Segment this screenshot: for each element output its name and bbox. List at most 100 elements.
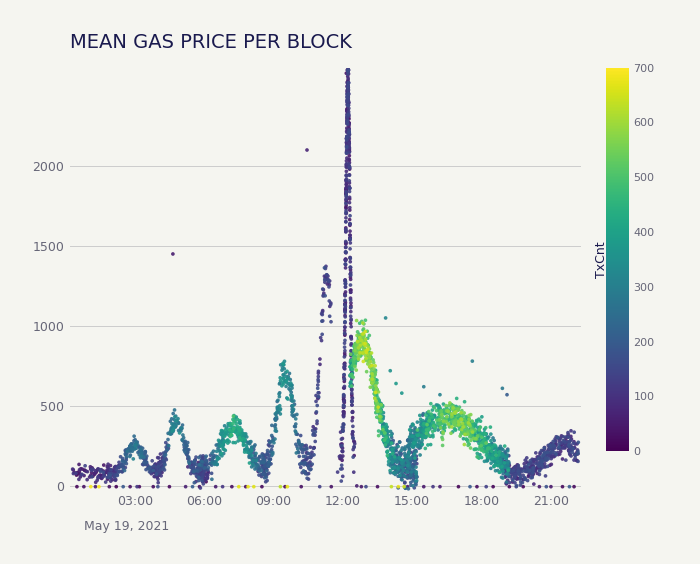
- Point: [278, 360, 289, 369]
- Point: [341, 198, 352, 207]
- Point: [342, 66, 354, 75]
- Point: [297, 440, 308, 450]
- Point: [400, 451, 411, 460]
- Point: [182, 438, 193, 447]
- Point: [399, 478, 410, 487]
- Point: [343, 127, 354, 136]
- Point: [343, 127, 354, 136]
- Point: [549, 442, 560, 451]
- Point: [425, 416, 436, 425]
- Point: [421, 408, 433, 417]
- Point: [186, 458, 197, 467]
- Point: [364, 349, 375, 358]
- Point: [230, 413, 241, 422]
- Point: [400, 459, 412, 468]
- Point: [135, 444, 146, 453]
- Point: [344, 233, 356, 243]
- Point: [533, 454, 544, 463]
- Point: [342, 107, 353, 116]
- Point: [398, 472, 409, 481]
- Point: [419, 424, 430, 433]
- Point: [304, 443, 316, 452]
- Point: [445, 417, 456, 426]
- Point: [341, 180, 352, 189]
- Point: [211, 455, 223, 464]
- Point: [248, 448, 260, 457]
- Point: [222, 435, 233, 444]
- Point: [188, 464, 199, 473]
- Point: [340, 248, 351, 257]
- Point: [267, 450, 279, 459]
- Point: [326, 298, 337, 307]
- Point: [463, 440, 475, 449]
- Point: [68, 465, 79, 474]
- Point: [379, 420, 390, 429]
- Point: [415, 420, 426, 429]
- Point: [498, 453, 509, 462]
- Point: [349, 442, 360, 451]
- Point: [345, 275, 356, 284]
- Point: [540, 482, 552, 491]
- Point: [319, 263, 330, 272]
- Point: [470, 420, 481, 429]
- Point: [225, 429, 236, 438]
- Point: [510, 474, 522, 483]
- Point: [165, 430, 176, 439]
- Point: [573, 457, 584, 466]
- Point: [410, 425, 421, 434]
- Point: [500, 453, 512, 462]
- Point: [372, 399, 384, 408]
- Point: [401, 473, 412, 482]
- Point: [349, 360, 360, 369]
- Point: [364, 352, 375, 362]
- Point: [402, 464, 413, 473]
- Point: [190, 467, 202, 476]
- Point: [286, 402, 297, 411]
- Point: [155, 472, 167, 481]
- Point: [475, 450, 486, 459]
- Point: [423, 425, 434, 434]
- Point: [344, 140, 355, 149]
- Point: [402, 458, 413, 467]
- Point: [307, 422, 318, 431]
- Point: [261, 463, 272, 472]
- Point: [344, 164, 355, 173]
- Point: [104, 468, 115, 477]
- Point: [429, 426, 440, 435]
- Point: [375, 412, 386, 421]
- Point: [160, 450, 172, 459]
- Point: [258, 457, 270, 466]
- Point: [474, 431, 485, 440]
- Point: [539, 453, 550, 462]
- Point: [496, 458, 507, 467]
- Point: [428, 418, 439, 427]
- Point: [153, 460, 164, 469]
- Point: [148, 466, 159, 475]
- Point: [218, 438, 229, 447]
- Point: [197, 469, 209, 478]
- Point: [366, 365, 377, 374]
- Point: [463, 414, 475, 423]
- Point: [407, 470, 418, 479]
- Point: [247, 460, 258, 469]
- Point: [428, 421, 440, 430]
- Point: [163, 441, 174, 450]
- Point: [345, 294, 356, 303]
- Point: [158, 452, 169, 461]
- Point: [486, 454, 498, 463]
- Point: [495, 461, 506, 470]
- Point: [435, 422, 446, 431]
- Point: [304, 452, 316, 461]
- Point: [239, 448, 250, 457]
- Point: [532, 452, 543, 461]
- Point: [342, 78, 354, 87]
- Point: [281, 394, 293, 403]
- Point: [493, 461, 504, 470]
- Point: [568, 437, 580, 446]
- Point: [188, 468, 199, 477]
- Point: [342, 92, 353, 101]
- Point: [211, 447, 222, 456]
- Point: [393, 456, 405, 465]
- Point: [232, 429, 243, 438]
- Point: [486, 439, 497, 448]
